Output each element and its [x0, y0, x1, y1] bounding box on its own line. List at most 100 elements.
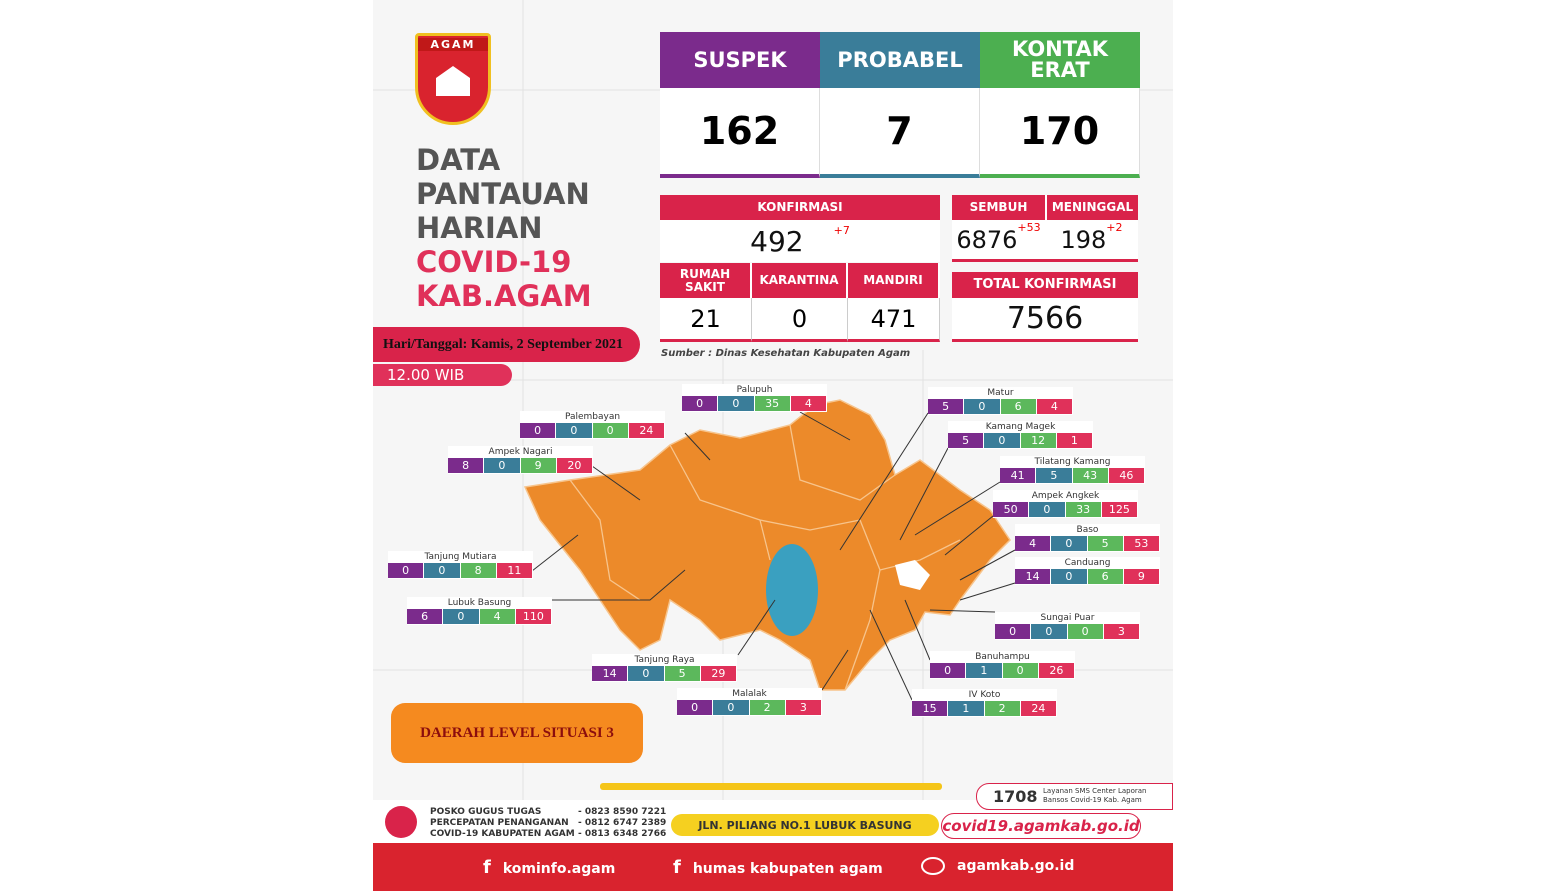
district-value: 8	[460, 563, 497, 578]
district: Lubuk Basung 6 0 4 110	[407, 597, 552, 625]
district-name: Palupuh	[736, 385, 773, 395]
sms-box: 1708 Layanan SMS Center Laporan Bansos C…	[976, 783, 1173, 810]
sembuh-delta: +53	[1017, 221, 1041, 234]
district: Kamang Magek 5 0 12 1	[948, 421, 1093, 449]
logo-text: AGAM	[418, 38, 488, 51]
konfirmasi-box: 492 +7	[660, 220, 940, 262]
background-art	[373, 0, 1173, 800]
district: Canduang 14 0 6 9	[1015, 557, 1160, 585]
logo-house	[436, 66, 470, 96]
date: Hari/Tanggal: Kamis, 2 September 2021	[383, 336, 623, 352]
footer-icon	[385, 806, 417, 838]
social-text: humas kabupaten agam	[692, 861, 883, 877]
district-value: 15	[912, 701, 949, 716]
infographic: AGAM DATA PANTAUAN HARIAN COVID-19 KAB.A…	[373, 0, 1173, 891]
district-value: 6	[1000, 399, 1037, 414]
contact-phone: - 0812 6747 2389	[578, 818, 667, 828]
time-banner: 12.00 WIB	[373, 364, 512, 386]
district-value: 5	[928, 399, 965, 414]
district-value: 3	[785, 700, 822, 715]
district: Palupuh 0 0 35 4	[682, 384, 827, 412]
district-value: 1	[966, 663, 1003, 678]
district-name: Malalak	[732, 689, 767, 699]
district-value: 0	[995, 624, 1032, 639]
district-value: 53	[1123, 536, 1160, 551]
social[interactable]: f humas kabupaten agam	[673, 857, 883, 878]
district: IV Koto 15 1 2 24	[912, 689, 1057, 717]
district: Banuhampu 0 1 0 26	[930, 651, 1075, 679]
title-line: DATA	[416, 143, 501, 177]
district-value: 14	[1015, 569, 1052, 584]
total-box: 7566	[952, 298, 1138, 342]
konfirmasi-header: KONFIRMASI	[660, 195, 940, 220]
status-value: 21	[660, 298, 752, 342]
district-value: 0	[592, 423, 629, 438]
district: Sungai Puar 0 0 0 3	[995, 612, 1140, 640]
district-value: 4	[1015, 536, 1052, 551]
district-name: Banuhampu	[975, 652, 1030, 662]
district: Tanjung Raya 14 0 5 29	[592, 654, 737, 682]
district-value: 35	[754, 396, 791, 411]
district-value: 5	[1087, 536, 1124, 551]
title-line: HARIAN	[416, 211, 543, 245]
social[interactable]: agamkab.go.id	[921, 857, 1074, 875]
district-name: Lubuk Basung	[447, 598, 512, 608]
social-text: kominfo.agam	[502, 861, 616, 877]
district-value: 8	[448, 458, 485, 473]
district-value: 6	[1087, 569, 1124, 584]
district-value: 0	[484, 458, 521, 473]
district-value: 9	[1123, 569, 1160, 584]
district-value: 43	[1072, 468, 1109, 483]
logo: AGAM	[415, 33, 491, 125]
website[interactable]: covid19.agamkab.go.id	[941, 813, 1141, 839]
district-value: 0	[388, 563, 425, 578]
contact-label: COVID-19 KABUPATEN AGAM	[430, 829, 575, 839]
contact-label: POSKO GUGUS TUGAS	[430, 807, 542, 817]
district-name: Tanjung Raya	[634, 655, 695, 665]
district-value: 4	[790, 396, 827, 411]
stat-value: 162	[660, 88, 820, 178]
map	[523, 399, 1011, 691]
status-value: 0	[752, 298, 848, 342]
footer-social: f kominfo.agam f humas kabupaten agam agam…	[373, 843, 1173, 891]
total-value: 7566	[1006, 301, 1084, 336]
district-value: 0	[984, 433, 1021, 448]
district-value: 6	[407, 609, 444, 624]
status-header: KARANTINA	[752, 263, 848, 298]
district-name: Kamang Magek	[985, 422, 1056, 432]
sembuh-box: 6876 +53	[952, 220, 1045, 262]
title-line: PANTAUAN	[416, 177, 590, 211]
lake	[766, 544, 818, 636]
district-value: 46	[1108, 468, 1145, 483]
district: Matur 5 0 6 4	[928, 387, 1073, 415]
district: Tanjung Mutiara 0 0 8 11	[388, 551, 533, 579]
district-value: 5	[948, 433, 985, 448]
district-value: 0	[1031, 624, 1068, 639]
district-value: 29	[700, 666, 737, 681]
sms-text: Layanan SMS Center Laporan Bansos Covid-…	[1043, 787, 1147, 804]
subtitle-line: COVID-19	[416, 245, 572, 279]
district-value: 5	[664, 666, 701, 681]
district-value: 4	[479, 609, 516, 624]
district-value: 0	[964, 399, 1001, 414]
district-value: 110	[515, 609, 552, 624]
district-value: 0	[713, 700, 750, 715]
district: Tilatang Kamang 41 5 43 46	[1000, 456, 1145, 484]
social[interactable]: f kominfo.agam	[483, 857, 616, 878]
district-name: Canduang	[1064, 558, 1111, 568]
district-value: 1	[948, 701, 985, 716]
meninggal-header: MENINGGAL	[1045, 195, 1138, 220]
sembuh-value: 6876	[956, 225, 1018, 254]
district-value: 0	[1002, 663, 1039, 678]
district: Ampek Angkek 50 0 33 125	[993, 490, 1138, 518]
district-value: 0	[628, 666, 665, 681]
title: DATA PANTAUAN HARIAN COVID-19 KAB.AGAM	[416, 143, 592, 313]
sms-number: 1708	[993, 787, 1038, 806]
district: Palembayan 0 0 0 24	[520, 411, 665, 439]
district-name: Ampek Nagari	[488, 447, 553, 457]
district-value: 26	[1038, 663, 1075, 678]
district-value: 0	[443, 609, 480, 624]
district-value: 4	[1036, 399, 1073, 414]
district-value: 0	[1029, 502, 1066, 517]
level: DAERAH LEVEL SITUASI 3	[391, 703, 643, 763]
